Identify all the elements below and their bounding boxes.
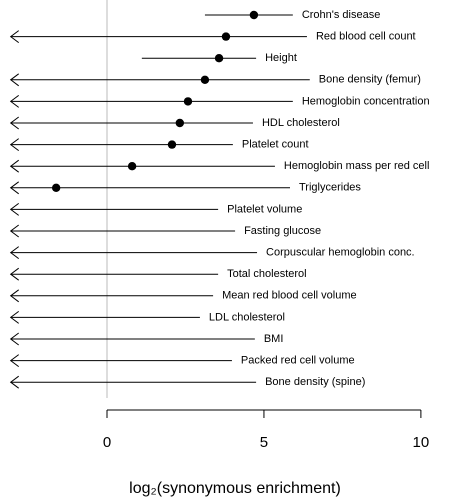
category-label: Bone density (spine)	[265, 376, 365, 388]
point	[127, 162, 137, 171]
category-label: Bone density (femur)	[319, 74, 421, 86]
arrow-head	[9, 311, 19, 324]
arrow-head	[9, 181, 19, 195]
category-label: Hemoglobin mass per red cell	[284, 160, 430, 172]
arrow-head	[9, 246, 19, 259]
x-axis-label: log₂(synonymous enrichment)	[129, 480, 341, 497]
point	[221, 32, 231, 41]
x-tick-label: 0	[103, 434, 111, 451]
arrow-head	[9, 289, 19, 303]
category-label: Hemoglobin concentration	[302, 95, 430, 107]
arrow-head	[9, 224, 19, 238]
category-label: Mean red blood cell volume	[222, 290, 357, 302]
x-tick-label: 10	[413, 434, 430, 451]
arrow-head	[9, 30, 19, 43]
category-label: Platelet count	[242, 139, 309, 151]
arrow-head	[9, 116, 19, 130]
point	[214, 54, 224, 63]
point	[175, 118, 185, 128]
arrow-head	[9, 354, 19, 367]
arrow-head	[9, 375, 19, 389]
category-label: Triglycerides	[299, 182, 361, 194]
category-label: Packed red cell volume	[241, 355, 355, 367]
arrow-head	[9, 73, 19, 87]
x-tick-label: 5	[260, 434, 268, 451]
category-label: Red blood cell count	[316, 31, 416, 43]
arrow-head	[9, 267, 19, 281]
arrow-head	[9, 203, 19, 216]
arrow-head	[9, 159, 19, 173]
point	[51, 183, 61, 192]
category-label: HDL cholesterol	[262, 117, 340, 129]
point	[249, 10, 259, 20]
arrow-head	[9, 95, 19, 108]
point	[200, 75, 210, 85]
point	[167, 140, 177, 149]
category-label: Fasting glucose	[244, 225, 321, 237]
category-label: BMI	[264, 333, 284, 345]
category-label: Crohn's disease	[302, 9, 381, 21]
arrow-head	[9, 138, 19, 151]
point	[183, 97, 193, 106]
category-label: Total cholesterol	[227, 268, 307, 280]
category-label: Platelet volume	[227, 203, 302, 215]
category-label: Corpuscular hemoglobin conc.	[266, 247, 415, 259]
category-label: LDL cholesterol	[209, 311, 285, 323]
category-label: Height	[265, 52, 297, 64]
arrow-head	[9, 332, 19, 346]
